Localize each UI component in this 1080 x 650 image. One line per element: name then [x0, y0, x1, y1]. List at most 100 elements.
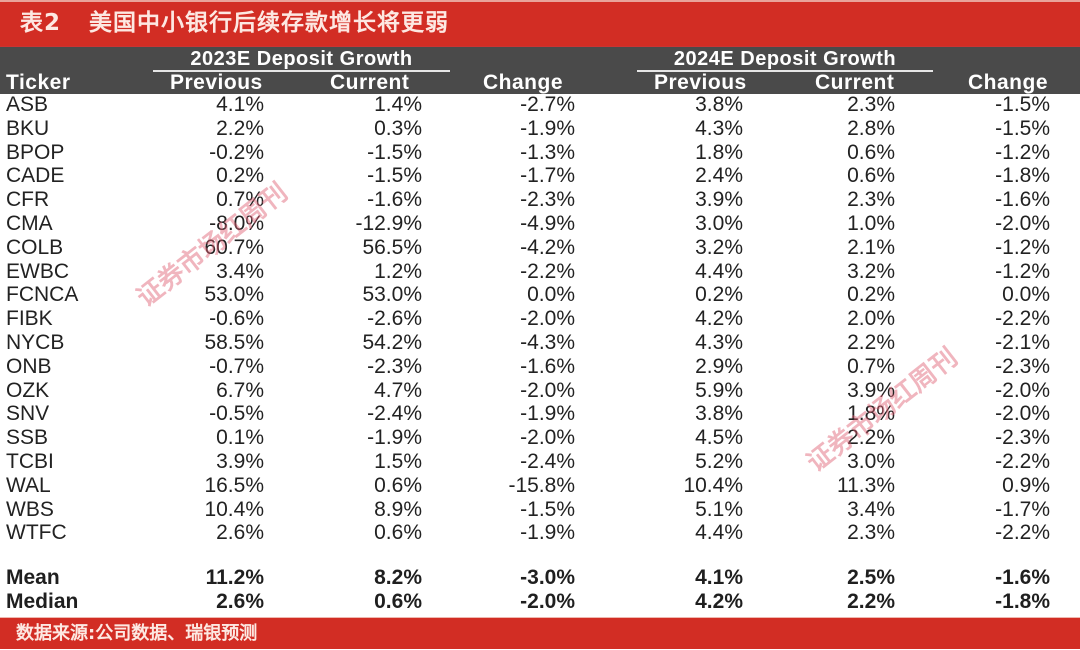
cell-p24: 4.1% — [695, 566, 743, 589]
cell-c24: 1.8% — [847, 402, 895, 426]
cell-c24: 2.3% — [847, 93, 895, 116]
cell-c24: 2.3% — [847, 188, 895, 212]
cell-c23: -2.3% — [367, 354, 422, 378]
cell-p24: 4.5% — [695, 426, 743, 450]
table-row: SSB 0.1% -1.9% -2.0% 4.5% 2.2% -2.3% — [0, 426, 1080, 450]
cell-p23: 6.7% — [216, 378, 264, 402]
cell-ch24: -1.8% — [995, 589, 1050, 613]
cell-c23: 1.4% — [374, 93, 422, 116]
table-row: BPOP -0.2% -1.5% -1.3% 1.8% 0.6% -1.2% — [0, 141, 1080, 165]
cell-p23: 11.2% — [205, 566, 264, 589]
table-number: 表2 — [20, 10, 62, 36]
cell-p24: 4.4% — [695, 259, 743, 283]
cell-ch23: -2.4% — [520, 449, 575, 473]
cell-ticker: WBS — [6, 497, 54, 521]
cell-c23: -2.6% — [367, 307, 422, 331]
cell-p24: 3.0% — [695, 211, 743, 235]
cell-ch23: -1.7% — [520, 164, 575, 188]
cell-c23: -1.6% — [367, 188, 422, 212]
cell-c23: -1.5% — [367, 164, 422, 188]
col-head-2023-change: Change — [483, 71, 564, 94]
cell-c23: 1.5% — [374, 449, 422, 473]
table-row: FCNCA 53.0% 53.0% 0.0% 0.2% 0.2% 0.0% — [0, 283, 1080, 307]
cell-ch23: -3.0% — [520, 566, 575, 589]
cell-ticker: BKU — [6, 116, 50, 140]
table-row: CFR 0.7% -1.6% -2.3% 3.9% 2.3% -1.6% — [0, 188, 1080, 212]
cell-c24: 0.2% — [847, 283, 895, 307]
cell-ch24: 0.9% — [1002, 473, 1050, 497]
cell-ch23: -1.6% — [520, 354, 575, 378]
cell-p23: -0.6% — [209, 307, 264, 331]
table-summary: Mean 11.2% 8.2% -3.0% 4.1% 2.5% -1.6% Median 2.6… — [0, 566, 1080, 614]
cell-ch24: -1.6% — [995, 566, 1050, 589]
table-row: EWBC 3.4% 1.2% -2.2% 4.4% 3.2% -1.2% — [0, 260, 1080, 284]
cell-c23: -1.5% — [367, 140, 422, 164]
cell-c24: 2.0% — [847, 307, 895, 331]
cell-c23: 54.2% — [362, 330, 422, 354]
cell-ch24: -2.2% — [995, 449, 1050, 473]
cell-p23: 3.4% — [216, 259, 264, 283]
table-row: WAL 16.5% 0.6% -15.8% 10.4% 11.3% 0.9% — [0, 474, 1080, 498]
cell-c24: 2.2% — [847, 330, 895, 354]
cell-p23: -8.0% — [209, 211, 264, 235]
cell-ch23: 0.0% — [527, 283, 575, 307]
table-row: OZK 6.7% 4.7% -2.0% 5.9% 3.9% -2.0% — [0, 379, 1080, 403]
cell-ch24: -1.8% — [995, 164, 1050, 188]
cell-p24: 1.8% — [695, 140, 743, 164]
table-row: NYCB 58.5% 54.2% -4.3% 4.3% 2.2% -2.1% — [0, 331, 1080, 355]
cell-ticker: Mean — [6, 566, 60, 589]
cell-ticker: CMA — [6, 211, 53, 235]
cell-ch23: -1.9% — [520, 116, 575, 140]
table-body: ASB 4.1% 1.4% -2.7% 3.8% 2.3% -1.5% BKU 2.2% 0.3%… — [0, 93, 1080, 545]
table-title: 美国中小银行后续存款增长将更弱 — [89, 10, 450, 36]
cell-c23: -2.4% — [367, 402, 422, 426]
cell-c23: 0.6% — [374, 473, 422, 497]
cell-c24: 2.5% — [847, 566, 895, 589]
cell-p23: -0.7% — [209, 354, 264, 378]
cell-ch23: -2.0% — [520, 307, 575, 331]
cell-c23: 53.0% — [362, 283, 422, 307]
cell-ch23: -2.2% — [520, 259, 575, 283]
cell-c23: 4.7% — [374, 378, 422, 402]
cell-c23: 0.6% — [374, 589, 422, 613]
cell-c23: 8.9% — [374, 497, 422, 521]
cell-c24: 3.0% — [847, 449, 895, 473]
cell-p24: 3.8% — [695, 93, 743, 116]
cell-ticker: EWBC — [6, 259, 69, 283]
cell-ch24: -2.0% — [995, 378, 1050, 402]
cell-ch24: -1.2% — [995, 259, 1050, 283]
cell-ticker: ONB — [6, 354, 52, 378]
cell-ch23: -1.9% — [520, 521, 575, 545]
cell-ticker: CADE — [6, 164, 65, 188]
cell-ch23: -2.0% — [520, 589, 575, 613]
group-label-2023: 2023E Deposit Growth — [153, 48, 450, 72]
cell-p24: 3.9% — [695, 188, 743, 212]
cell-p23: -0.2% — [209, 140, 264, 164]
cell-p24: 4.2% — [695, 589, 743, 613]
cell-c24: 0.7% — [847, 354, 895, 378]
cell-c24: 2.2% — [847, 589, 895, 613]
cell-ticker: NYCB — [6, 330, 65, 354]
col-head-2024-change: Change — [968, 71, 1049, 94]
cell-ch24: -1.2% — [995, 235, 1050, 259]
table-row: WTFC 2.6% 0.6% -1.9% 4.4% 2.3% -2.2% — [0, 521, 1080, 545]
cell-ticker: OZK — [6, 378, 50, 402]
table-row: CMA -8.0% -12.9% -4.9% 3.0% 1.0% -2.0% — [0, 212, 1080, 236]
cell-ch23: -2.0% — [520, 426, 575, 450]
cell-p24: 3.2% — [695, 235, 743, 259]
col-head-2024-previous: Previous — [654, 71, 747, 94]
cell-c24: 1.0% — [847, 211, 895, 235]
cell-ch24: -2.0% — [995, 211, 1050, 235]
cell-p23: 53.0% — [204, 283, 264, 307]
cell-c24: 0.6% — [847, 164, 895, 188]
cell-p23: 2.6% — [216, 521, 264, 545]
col-head-2023-previous: Previous — [170, 71, 263, 94]
table-row: ONB -0.7% -2.3% -1.6% 2.9% 0.7% -2.3% — [0, 355, 1080, 379]
summary-row: Mean 11.2% 8.2% -3.0% 4.1% 2.5% -1.6% — [0, 566, 1080, 590]
col-head-ticker: Ticker — [6, 71, 71, 94]
cell-ch24: -2.3% — [995, 354, 1050, 378]
cell-c24: 2.1% — [847, 235, 895, 259]
cell-ch23: -1.9% — [520, 402, 575, 426]
table-header: 2023E Deposit Growth 2024E Deposit Growt… — [0, 46, 1080, 94]
cell-p24: 4.3% — [695, 330, 743, 354]
